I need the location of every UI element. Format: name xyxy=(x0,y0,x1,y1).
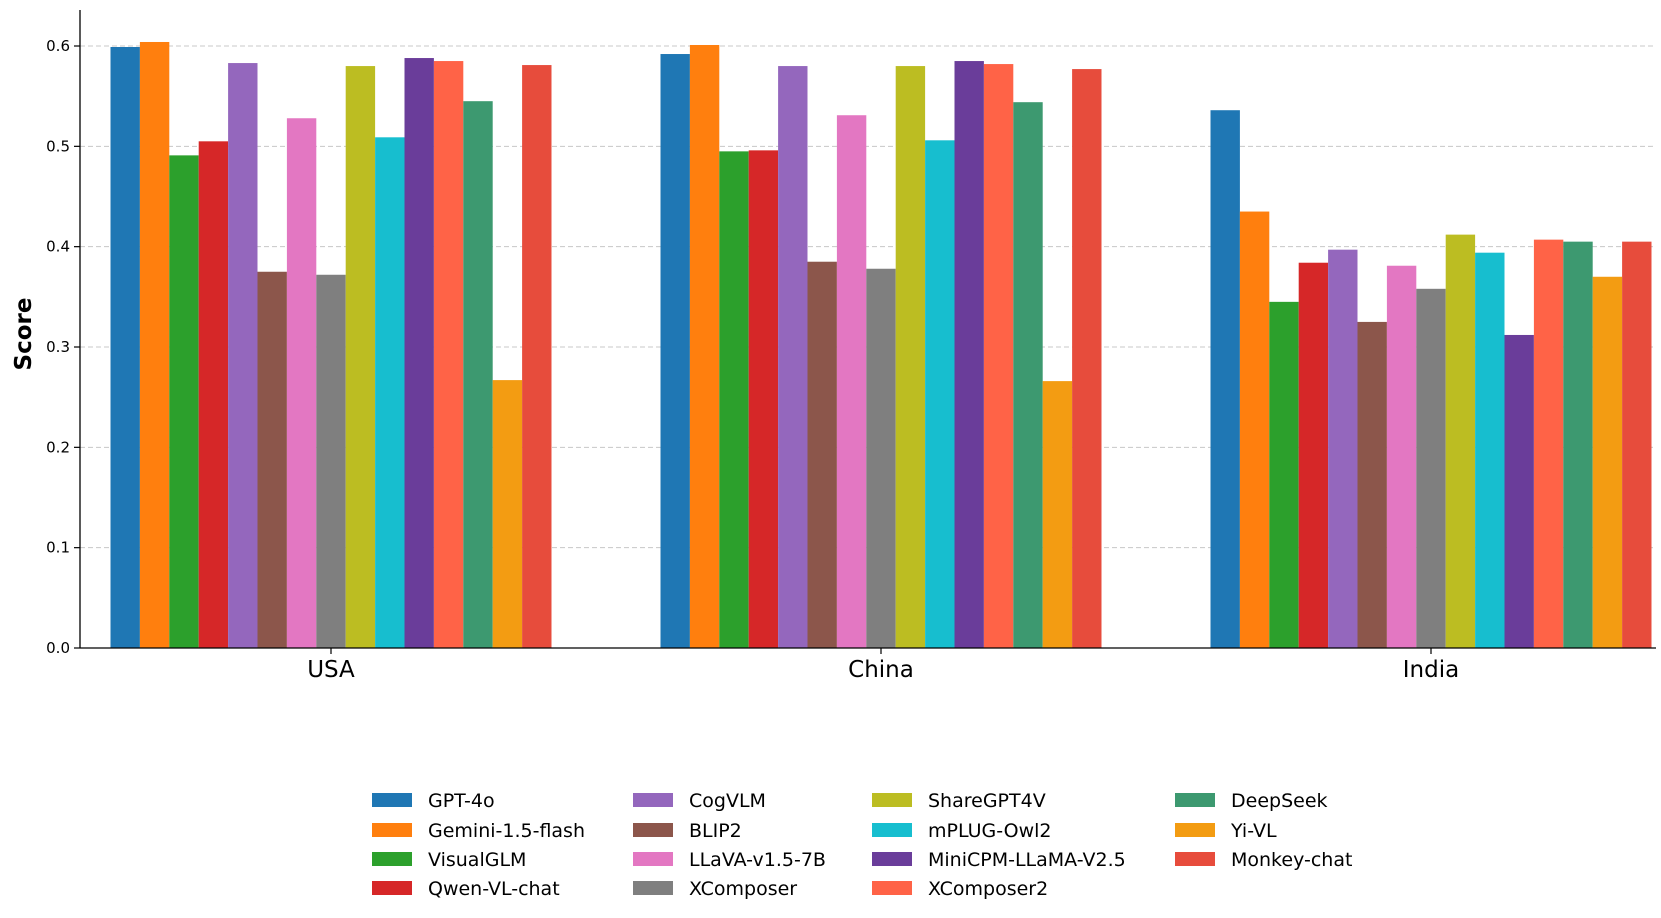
legend-label: LLaVA-v1.5-7B xyxy=(689,849,826,871)
legend-label: XComposer xyxy=(689,878,797,900)
y-tick-label: 0.4 xyxy=(46,238,70,256)
legend-label: ShareGPT4V xyxy=(928,790,1046,812)
y-tick-label: 0.3 xyxy=(46,338,70,356)
bar xyxy=(925,140,955,648)
y-tick-label: 0.2 xyxy=(46,438,70,456)
legend-swatch xyxy=(372,823,412,837)
y-tick-label: 0.1 xyxy=(46,539,70,557)
legend-label: XComposer2 xyxy=(928,878,1048,900)
bar xyxy=(198,141,229,649)
x-ticks: USA China India xyxy=(307,648,1459,683)
y-tick-label: 0.6 xyxy=(46,37,70,55)
bar xyxy=(1504,334,1534,648)
legend-label: BLIP2 xyxy=(689,820,742,842)
legend-swatch xyxy=(872,793,912,807)
legend-swatch xyxy=(1175,852,1215,866)
bar xyxy=(1042,381,1073,648)
x-tick-label: China xyxy=(848,657,914,683)
bar xyxy=(522,65,552,648)
bar xyxy=(836,115,867,649)
bar xyxy=(110,47,140,648)
legend-swatch xyxy=(872,881,912,895)
bar xyxy=(748,150,779,648)
bars xyxy=(110,41,1652,649)
legend-swatch xyxy=(1175,793,1215,807)
bar xyxy=(404,58,434,649)
x-tick-label: India xyxy=(1403,657,1459,683)
bar xyxy=(1416,288,1446,648)
bar xyxy=(375,137,405,648)
legend-label: mPLUG-Owl2 xyxy=(928,820,1051,842)
bar xyxy=(1328,249,1358,648)
bar xyxy=(1357,321,1387,648)
bar xyxy=(1269,301,1299,648)
legend-label: Yi-VL xyxy=(1230,820,1277,842)
y-tick-label: 0.0 xyxy=(46,639,70,657)
bar xyxy=(866,268,896,648)
bar xyxy=(257,271,287,648)
legend-swatch xyxy=(633,881,673,895)
legend-swatch xyxy=(633,793,673,807)
bar xyxy=(1445,234,1476,649)
legend-swatch xyxy=(633,852,673,866)
bar xyxy=(954,61,984,649)
y-ticks: 0.0 0.1 0.2 0.3 0.4 0.5 0.6 xyxy=(46,37,80,657)
legend-label: MiniCPM-LLaMA-V2.5 xyxy=(928,849,1126,871)
legend-label: Gemini-1.5-flash xyxy=(428,820,585,842)
y-tick-label: 0.5 xyxy=(46,137,70,155)
bar xyxy=(778,66,808,649)
legend-label: Qwen-VL-chat xyxy=(428,878,560,900)
legend-swatch xyxy=(1175,823,1215,837)
bar xyxy=(1239,211,1270,649)
bar xyxy=(316,274,346,648)
bar xyxy=(1072,69,1102,649)
bar xyxy=(1386,265,1417,648)
legend-label: VisualGLM xyxy=(428,849,526,871)
bar xyxy=(1622,241,1652,648)
bar xyxy=(492,380,523,648)
bar xyxy=(983,64,1014,648)
bar xyxy=(689,44,720,649)
legend-label: GPT-4o xyxy=(428,790,495,812)
legend-label: CogVLM xyxy=(689,790,766,812)
bar xyxy=(1475,252,1505,649)
legend-swatch xyxy=(372,852,412,866)
bar xyxy=(807,261,837,648)
legend-label: DeepSeek xyxy=(1231,790,1328,812)
bar xyxy=(1013,102,1043,649)
bar xyxy=(1210,110,1240,649)
x-tick-label: USA xyxy=(307,657,355,683)
legend-swatch xyxy=(872,823,912,837)
bar xyxy=(228,63,258,649)
bar xyxy=(463,101,493,648)
axes xyxy=(79,10,1656,649)
bar xyxy=(660,54,690,648)
bar xyxy=(286,118,317,649)
bar xyxy=(433,61,464,649)
legend-swatch xyxy=(872,852,912,866)
legend: GPT-4o Gemini-1.5-flash VisualGLM Qwen-VL-c… xyxy=(372,790,1352,900)
bar xyxy=(1533,239,1564,649)
bar xyxy=(345,66,376,649)
legend-swatch xyxy=(372,881,412,895)
bar xyxy=(895,66,926,649)
bar xyxy=(139,41,170,648)
bar xyxy=(1298,262,1329,648)
y-axis-title: Score xyxy=(11,298,37,371)
bar xyxy=(1592,276,1623,648)
legend-swatch xyxy=(372,793,412,807)
bar xyxy=(169,155,199,648)
bar xyxy=(719,151,749,648)
bar xyxy=(1563,241,1593,648)
legend-swatch xyxy=(633,823,673,837)
legend-label: Monkey-chat xyxy=(1231,849,1352,871)
